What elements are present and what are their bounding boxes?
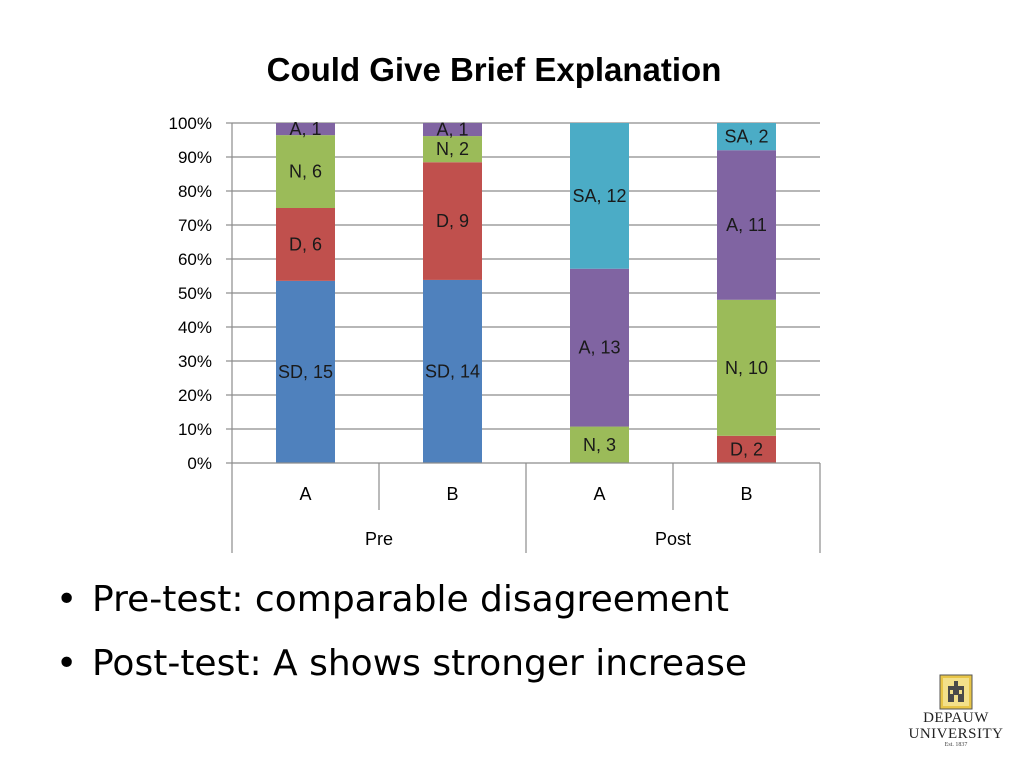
bar-segment-n xyxy=(276,135,335,208)
y-tick-label: 100% xyxy=(169,114,212,133)
logo-line-2: UNIVERSITY xyxy=(908,726,1004,742)
y-tick-label: 0% xyxy=(187,454,212,473)
data-label: SA, 12 xyxy=(572,186,626,206)
logo-line-1: DEPAUW xyxy=(923,710,989,726)
y-tick-label: 10% xyxy=(178,420,212,439)
bar-segment-a xyxy=(423,123,482,137)
university-logo: DEPAUW UNIVERSITY Est. 1837 xyxy=(896,674,1016,758)
bullet-item: • Post-test: A shows stronger increase xyxy=(56,632,747,696)
bullet-dot-icon: • xyxy=(56,643,78,684)
y-tick-label: 70% xyxy=(178,216,212,235)
x-category-label: B xyxy=(446,484,458,504)
axes: 0% 10% 20% 30% 40% 50% 60% 70% 80% 90% 100% A B A B Pre… xyxy=(169,114,821,553)
data-label: A, 11 xyxy=(726,215,767,235)
data-labels: SD, 15D, 6N, 6A, 1SD, 14D, 9N, 2A, 1N, 3… xyxy=(278,119,769,459)
data-label: A, 1 xyxy=(289,119,321,139)
bar-segment-sa xyxy=(570,123,629,269)
bar-segment-sd xyxy=(276,280,335,463)
data-label: SD, 15 xyxy=(278,362,333,382)
bar-segment-n xyxy=(570,426,629,463)
x-group-label: Pre xyxy=(365,529,393,549)
y-tick-label: 30% xyxy=(178,352,212,371)
bullet-list: • Pre-test: comparable disagreement • Po… xyxy=(56,568,747,696)
bar-segment-a xyxy=(717,150,776,300)
data-label: A, 1 xyxy=(436,120,468,140)
bar-segment-d xyxy=(717,435,776,463)
depauw-seal-icon xyxy=(939,674,973,710)
bar-segment-d xyxy=(276,208,335,281)
bar-segments xyxy=(276,123,776,463)
data-label: N, 10 xyxy=(725,358,768,378)
data-label: N, 6 xyxy=(289,162,322,182)
bar-segment-d xyxy=(423,162,482,280)
stacked-bar-chart: Could Give Brief Explanation SD, 15 D, 6 N… xyxy=(169,51,821,553)
bar-segment-n xyxy=(423,136,482,163)
y-tick-label: 50% xyxy=(178,284,212,303)
data-label: A, 13 xyxy=(578,338,620,358)
bar-segment-n xyxy=(717,299,776,436)
bar-segment-a xyxy=(570,268,629,427)
logo-est: Est. 1837 xyxy=(944,742,968,748)
bullet-text: Post-test: A shows stronger increase xyxy=(92,643,748,684)
data-label: D, 9 xyxy=(436,211,469,231)
data-label: SD, 14 xyxy=(425,361,480,381)
y-tick-label: 40% xyxy=(178,318,212,337)
bullet-dot-icon: • xyxy=(56,579,78,620)
x-group-label: Post xyxy=(655,529,691,549)
data-label: D, 6 xyxy=(289,234,322,254)
x-category-label: A xyxy=(299,484,311,504)
bar-segment-sd xyxy=(423,279,482,463)
x-category-label: B xyxy=(740,484,752,504)
data-label: SA, 2 xyxy=(724,127,768,147)
bullet-text: Pre-test: comparable disagreement xyxy=(92,579,730,620)
bar-segment-a xyxy=(276,123,335,136)
chart-title: Could Give Brief Explanation xyxy=(267,51,722,88)
y-tick-label: 80% xyxy=(178,182,212,201)
bullet-item: • Pre-test: comparable disagreement xyxy=(56,568,747,632)
x-category-label: A xyxy=(593,484,605,504)
bar-segment-sa xyxy=(717,123,776,151)
data-label: N, 3 xyxy=(583,435,616,455)
data-label: D, 2 xyxy=(730,439,763,459)
data-label: N, 2 xyxy=(436,139,469,159)
y-tick-label: 60% xyxy=(178,250,212,269)
y-tick-label: 90% xyxy=(178,148,212,167)
y-tick-label: 20% xyxy=(178,386,212,405)
